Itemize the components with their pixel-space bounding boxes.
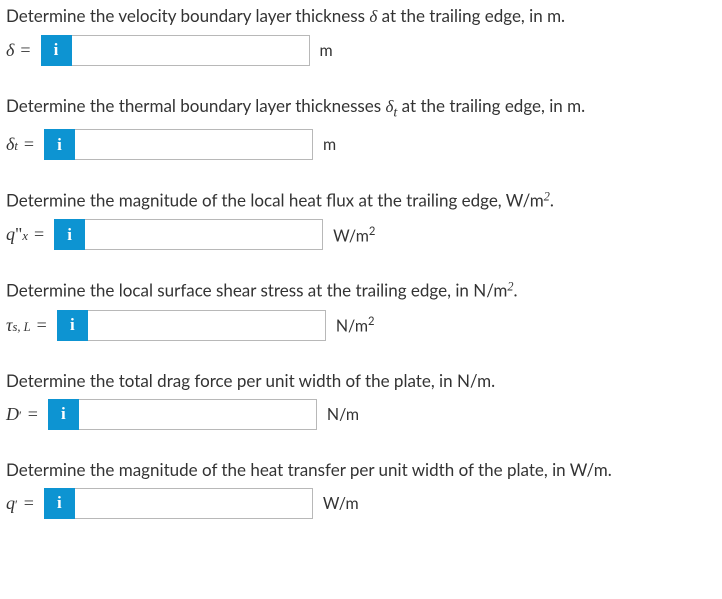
answer-input[interactable]: [75, 488, 313, 519]
equals-sign: =: [31, 315, 57, 336]
prompt-text-pre: Determine the magnitude of the heat tran…: [6, 459, 612, 480]
prompt-text-pre: Determine the magnitude of the local hea…: [6, 190, 544, 211]
prompt-text-post: at the trailing edge, in m.: [377, 5, 565, 26]
answer-unit: N/m2: [326, 315, 375, 335]
answer-line: q " x=i W/m2: [6, 219, 716, 250]
equals-sign: =: [22, 404, 48, 425]
prompt-text-post: .: [550, 190, 554, 211]
question-block-q6: Determine the magnitude of the heat tran…: [6, 458, 716, 519]
question-list: Determine the velocity boundary layer th…: [6, 4, 716, 519]
info-icon[interactable]: i: [54, 219, 85, 250]
answer-lhs-symbol: q " x: [6, 224, 28, 245]
question-prompt: Determine the velocity boundary layer th…: [6, 4, 716, 29]
prompt-text-pre: Determine the total drag force per unit …: [6, 370, 495, 391]
info-icon[interactable]: i: [41, 35, 72, 66]
question-prompt: Determine the total drag force per unit …: [6, 369, 716, 393]
info-icon[interactable]: i: [44, 129, 75, 160]
prompt-text-pre: Determine the local surface shear stress…: [6, 280, 507, 301]
prompt-text-post: at the trailing edge, in m.: [397, 95, 585, 116]
answer-unit: W/m: [313, 494, 359, 513]
answer-lhs-symbol: δ: [6, 40, 14, 61]
question-block-q1: Determine the velocity boundary layer th…: [6, 4, 716, 66]
equals-sign: =: [28, 224, 54, 245]
answer-unit: N/m: [317, 405, 359, 424]
answer-line: τs, L=i N/m2: [6, 310, 716, 341]
answer-line: D′=i N/m: [6, 399, 716, 430]
answer-lhs-symbol: δt: [6, 134, 18, 155]
question-prompt: Determine the thermal boundary layer thi…: [6, 94, 716, 123]
answer-line: q′=i W/m: [6, 488, 716, 519]
question-block-q4: Determine the local surface shear stress…: [6, 278, 716, 340]
answer-unit: m: [310, 41, 333, 60]
equals-sign: =: [14, 40, 40, 61]
answer-input[interactable]: [72, 35, 310, 66]
answer-input[interactable]: [79, 399, 317, 430]
answer-lhs-symbol: D′: [6, 404, 22, 425]
answer-unit: m: [313, 135, 336, 154]
question-block-q5: Determine the total drag force per unit …: [6, 369, 716, 430]
question-prompt: Determine the magnitude of the local hea…: [6, 188, 716, 213]
info-icon[interactable]: i: [44, 488, 75, 519]
prompt-symbol: δt: [385, 97, 397, 116]
question-prompt: Determine the local surface shear stress…: [6, 278, 716, 303]
prompt-text-pre: Determine the velocity boundary layer th…: [6, 5, 369, 26]
answer-line: δt=i m: [6, 129, 716, 160]
info-icon[interactable]: i: [48, 399, 79, 430]
question-block-q3: Determine the magnitude of the local hea…: [6, 188, 716, 250]
answer-unit: W/m2: [323, 225, 375, 245]
question-prompt: Determine the magnitude of the heat tran…: [6, 458, 716, 482]
prompt-text-pre: Determine the thermal boundary layer thi…: [6, 95, 385, 116]
answer-input[interactable]: [75, 129, 313, 160]
answer-lhs-symbol: q′: [6, 493, 18, 514]
answer-input[interactable]: [85, 219, 323, 250]
info-icon[interactable]: i: [57, 310, 88, 341]
prompt-text-post: .: [514, 280, 518, 301]
equals-sign: =: [18, 134, 44, 155]
answer-input[interactable]: [88, 310, 326, 341]
answer-line: δ=i m: [6, 35, 716, 66]
question-block-q2: Determine the thermal boundary layer thi…: [6, 94, 716, 160]
equals-sign: =: [18, 493, 44, 514]
answer-lhs-symbol: τs, L: [6, 315, 31, 336]
